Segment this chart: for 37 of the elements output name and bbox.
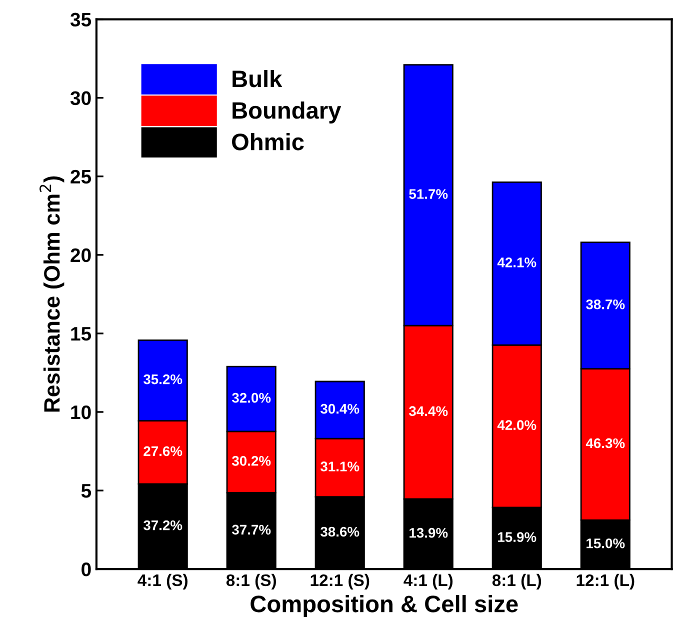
legend-label: Boundary <box>232 101 342 124</box>
annotation: 37.2% <box>143 520 182 530</box>
y-tick-label: 35 <box>70 12 92 27</box>
y-tick-label: 15 <box>71 327 92 341</box>
annotation: 34.4% <box>409 406 448 416</box>
annotation: 32.0% <box>232 392 271 403</box>
x-tick-label: 4:1 (L) <box>404 574 453 590</box>
annotation: 38.6% <box>320 526 360 537</box>
x-tick-label: 8:1 (L) <box>492 574 542 590</box>
annotation: 27.6% <box>144 446 182 456</box>
annotation: 30.4% <box>320 404 360 414</box>
annotation: 35.2% <box>143 374 182 384</box>
legend-label: Ohmic <box>232 132 304 150</box>
annotation: 31.1% <box>320 462 360 472</box>
annotation: 15.9% <box>498 532 536 542</box>
annotation: 42.1% <box>497 258 536 268</box>
y-axis-title: Resistance (Ohm cm$^{2}$) <box>40 176 64 412</box>
x-tick-label: 12:1 (L) <box>576 574 634 590</box>
annotation: 51.7% <box>409 189 448 199</box>
x-tick-label: 12:1 (S) <box>310 574 370 590</box>
annotation: 46.3% <box>586 438 625 448</box>
annotation: 15.0% <box>586 538 625 548</box>
x-tick-label: 4:1 (S) <box>138 574 188 590</box>
y-tick-label: 25 <box>70 170 92 184</box>
y-tick-label: 20 <box>70 248 91 262</box>
annotation: 38.7% <box>586 299 625 310</box>
y-tick-label: 10 <box>71 405 91 420</box>
x-tick-label: 8:1 (S) <box>226 574 276 590</box>
annotation: 13.9% <box>410 528 448 538</box>
y-tick-label: 5 <box>81 484 92 498</box>
x-axis-title: Composition & Cell size <box>250 595 518 618</box>
annotation: 30.2% <box>232 456 271 466</box>
y-tick-label: 30 <box>70 91 91 106</box>
annotation: 37.7% <box>232 524 271 535</box>
legend-label: Bulk <box>232 70 282 88</box>
annotation: 42.0% <box>497 420 536 430</box>
y-tick-label: 0 <box>82 562 91 576</box>
